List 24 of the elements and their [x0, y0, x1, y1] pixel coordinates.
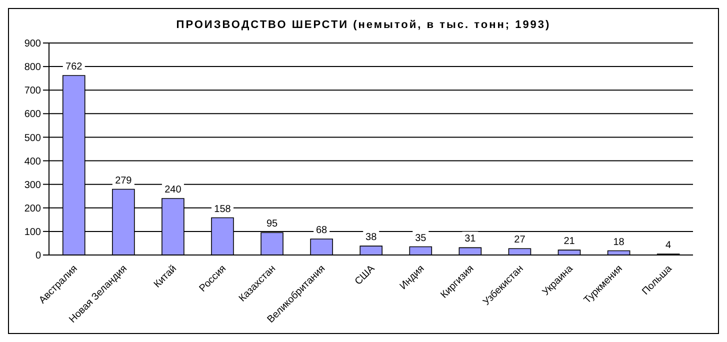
- data-label: 158: [214, 204, 232, 215]
- y-tick-label: 600: [24, 109, 42, 120]
- y-tick-label: 400: [24, 156, 42, 168]
- data-label: 27: [514, 234, 526, 246]
- data-label: 762: [66, 62, 83, 73]
- y-tick-label: 0: [35, 250, 42, 262]
- y-tick-label: 900: [24, 38, 42, 50]
- data-label: 95: [266, 218, 278, 230]
- data-label: 18: [613, 236, 625, 248]
- data-label: 31: [464, 234, 476, 245]
- data-label: 68: [316, 224, 328, 236]
- chart-title: ПРОИЗВОДСТВО ШЕРСТИ (немытой, в тыс. тонн; 1993): [175, 19, 552, 31]
- data-label: 21: [564, 236, 576, 248]
- y-tick-label: 100: [24, 226, 42, 238]
- y-tick-label: 300: [24, 180, 42, 191]
- y-tick-label: 700: [24, 86, 42, 97]
- y-tick-label: 500: [24, 132, 42, 144]
- data-label: 35: [415, 232, 427, 244]
- data-label: 4: [666, 240, 672, 252]
- y-tick-label: 200: [24, 203, 42, 214]
- y-tick-label: 800: [24, 62, 42, 74]
- data-label: 279: [115, 175, 132, 186]
- data-label: 38: [366, 232, 378, 244]
- data-label: 240: [164, 184, 182, 196]
